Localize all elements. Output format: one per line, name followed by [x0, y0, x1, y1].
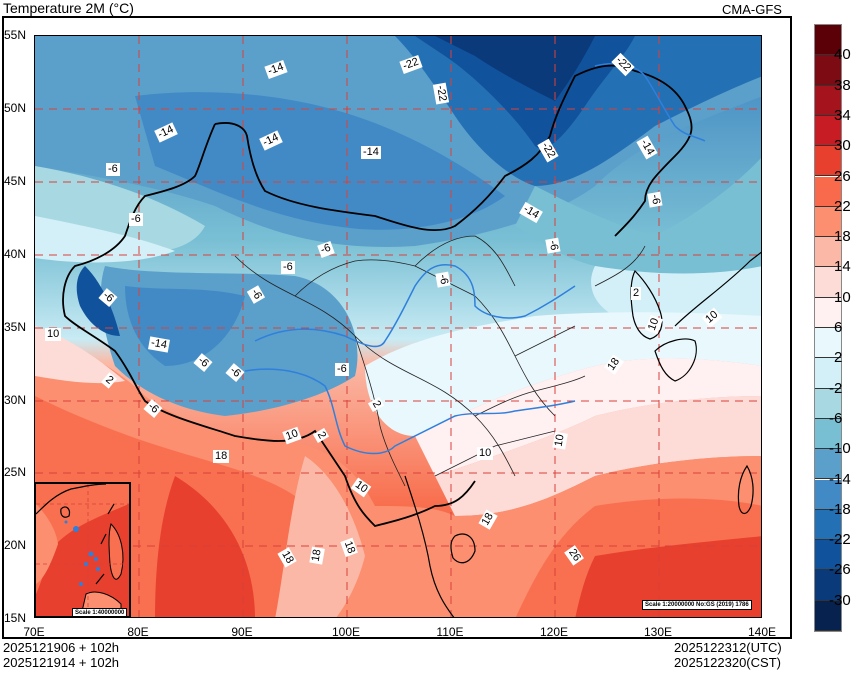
- islands: [64, 520, 100, 586]
- colorbar-tick-label: -18: [829, 500, 851, 518]
- colorbar-tick-label: 6: [834, 319, 843, 336]
- colorbar-tick-label: 18: [834, 228, 851, 246]
- lon-label: 120E: [539, 625, 569, 639]
- colorbar-segment: [815, 328, 841, 359]
- south-china-sea-inset: Scale 1:40000000: [34, 482, 131, 618]
- colorbar-tick-label: 14: [834, 258, 851, 276]
- colorbar-tick-label: 22: [834, 197, 851, 215]
- init-time-utc: 2025121906 + 102h: [3, 640, 120, 655]
- province-borders: [234, 235, 646, 487]
- lon-label: 90E: [231, 625, 253, 639]
- valid-time-cst: 2025122320(CST): [674, 655, 781, 670]
- init-time-cst: 2025121914 + 102h: [3, 655, 120, 670]
- contour-label: -14: [361, 146, 381, 159]
- colorbar-segment: [815, 55, 841, 86]
- contour-label: 18: [309, 546, 325, 565]
- map-canvas: [35, 36, 761, 617]
- lon-label: 70E: [23, 625, 45, 639]
- colorbar-tick-label: 40: [834, 46, 851, 64]
- colorbar-segment: [815, 600, 841, 631]
- scale-label-inset: Scale 1:40000000: [72, 608, 128, 616]
- lat-label: 50N: [4, 101, 27, 115]
- colorbar-tick-label: -2: [829, 379, 843, 397]
- lat-label: 15N: [4, 611, 27, 625]
- lat-label: 40N: [4, 247, 27, 261]
- colorbar-tick-label: -30: [829, 591, 851, 609]
- contour-label: -6: [281, 261, 295, 274]
- lat-label: 25N: [4, 465, 27, 479]
- colorbar-segment: [815, 358, 841, 389]
- lon-label: 130E: [643, 625, 673, 639]
- lon-label: 140E: [747, 625, 777, 639]
- model-label: CMA-GFS: [722, 2, 782, 17]
- contour-label: 10: [477, 447, 494, 460]
- scale-label-main: Scale 1:20000000 No:GS (2019) 1786: [642, 600, 752, 610]
- colorbar-segment: [815, 570, 841, 601]
- colorbar-segment: [815, 267, 841, 298]
- colorbar-tick-label: 26: [834, 167, 851, 185]
- colorbar-tick-label: -26: [829, 561, 851, 579]
- colorbar-segment: [815, 115, 841, 147]
- colorbar-segment: [815, 388, 841, 419]
- lat-label: 35N: [4, 320, 27, 334]
- lon-label: 100E: [331, 625, 361, 639]
- lat-label: 45N: [4, 174, 27, 188]
- colorbar-tick-label: 34: [834, 106, 851, 124]
- contour-label: 10: [552, 431, 568, 450]
- colorbar-tick-label: 2: [834, 349, 843, 367]
- colorbar-segment: [815, 509, 841, 541]
- coastlines: [404, 251, 761, 617]
- colorbar-tick-label: -10: [829, 440, 851, 458]
- contour-label: 18: [213, 450, 230, 463]
- colorbar-segment: [815, 206, 841, 238]
- colorbar-tick-label: -6: [829, 409, 843, 427]
- temperature-map: -14 -22 -22 -22 -14 -14 -14 -22 -14 -6 -14 -6 -6 -6 -6…: [34, 35, 762, 618]
- colorbar-tick-label: 10: [834, 288, 851, 306]
- contour-label: -6: [129, 213, 143, 226]
- lat-label: 30N: [4, 393, 27, 407]
- colorbar-segment: [815, 297, 841, 328]
- colorbar-segment: [815, 237, 841, 268]
- plot-frame: [2, 16, 792, 639]
- contour-label: -6: [647, 191, 663, 208]
- contour-label: -6: [106, 163, 120, 176]
- valid-time-utc: 2025122312(UTC): [674, 640, 782, 655]
- contour-label: -6: [335, 363, 349, 376]
- contour-label: -6: [435, 271, 451, 288]
- colorbar-segment: [815, 25, 841, 56]
- colorbar-segment: [815, 176, 841, 207]
- lon-label: 110E: [436, 625, 464, 639]
- colorbar-tick-label: -22: [829, 531, 851, 549]
- colorbar-segment: [815, 479, 841, 510]
- colorbar-segment: [815, 146, 841, 177]
- lat-label: 20N: [4, 538, 27, 552]
- colorbar-segment: [815, 418, 841, 450]
- lon-label: 80E: [127, 625, 149, 639]
- colorbar-segment: [815, 449, 841, 480]
- contour-label: 2: [631, 287, 642, 300]
- colorbar-segment: [815, 540, 841, 571]
- colorbar-segment: [815, 85, 841, 116]
- colorbar-tick-label: 38: [834, 76, 851, 94]
- contour-label: -6: [545, 237, 561, 254]
- colorbar-tick-label: -14: [829, 470, 851, 488]
- colorbar-tick-label: 30: [834, 137, 851, 155]
- inset-canvas: [36, 484, 129, 616]
- contour-label: 10: [45, 328, 62, 341]
- colorbar: [814, 24, 842, 632]
- lat-label: 55N: [4, 28, 27, 42]
- chart-title: Temperature 2M (°C): [3, 0, 134, 16]
